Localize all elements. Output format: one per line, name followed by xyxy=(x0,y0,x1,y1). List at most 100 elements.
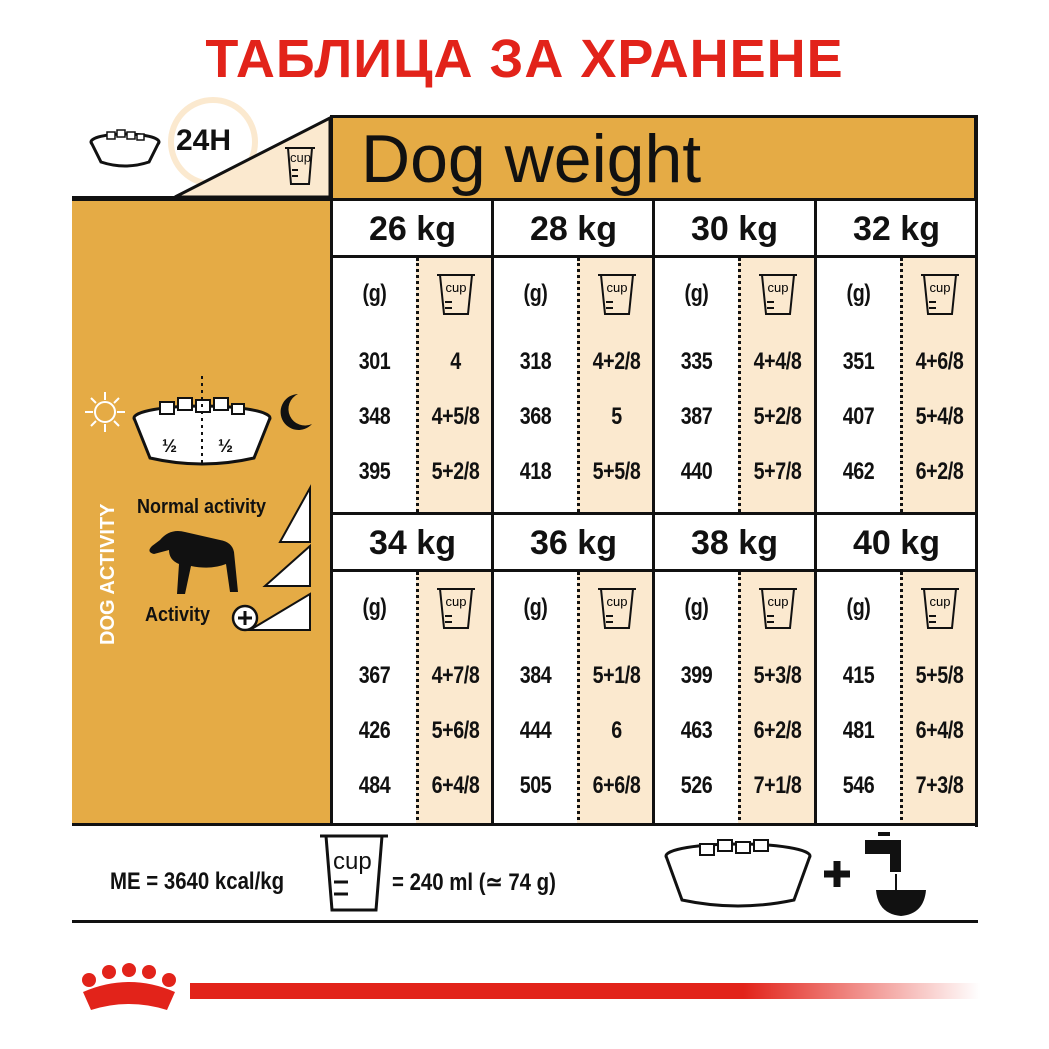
cups-value: 6+2/8 xyxy=(753,717,802,744)
grams-value: 384 xyxy=(519,662,552,689)
divider xyxy=(72,823,978,826)
bowl-icon xyxy=(132,376,272,466)
cups-column xyxy=(416,258,492,512)
dog-silhouette-icon xyxy=(149,531,238,594)
cup-text: cup xyxy=(768,280,789,295)
weight-header: 32 kg xyxy=(817,198,976,258)
grams-header: (g) xyxy=(523,594,548,621)
activity-level-steps xyxy=(246,484,311,631)
weight-block: 40 kg (g) cup 415 5+5/8 481 6+4/8 546 7+3/8 xyxy=(814,512,976,826)
grams-value: 440 xyxy=(680,458,713,485)
weight-header: 28 kg xyxy=(494,198,653,258)
grams-value: 481 xyxy=(842,717,875,744)
cups-value: 5+7/8 xyxy=(753,458,802,485)
cup-icon: cup xyxy=(759,588,797,629)
sun-icon xyxy=(85,392,125,432)
grams-value: 367 xyxy=(358,662,391,689)
weight-header: 40 kg xyxy=(817,512,976,572)
weight-header: 36 kg xyxy=(494,512,653,572)
grams-value: 418 xyxy=(519,458,552,485)
grams-value: 484 xyxy=(358,772,391,799)
grams-value: 301 xyxy=(358,348,391,375)
grams-header: (g) xyxy=(846,594,871,621)
cup-text: cup xyxy=(446,280,467,295)
weight-header: 34 kg xyxy=(333,512,492,572)
grams-value: 387 xyxy=(680,403,713,430)
cups-value: 5+5/8 xyxy=(915,662,964,689)
grams-value: 351 xyxy=(842,348,875,375)
cups-column xyxy=(900,258,976,512)
cups-value: 5+2/8 xyxy=(753,403,802,430)
cups-column xyxy=(577,572,653,826)
dog-activity-label: DOG ACTIVITY xyxy=(97,503,119,645)
cups-value: 7+3/8 xyxy=(915,772,964,799)
weight-block: 30 kg (g) cup 335 4+4/8 387 5+2/8 440 5+7/8 xyxy=(652,198,814,512)
plus-circle-icon xyxy=(231,604,259,632)
cups-value: 6+4/8 xyxy=(431,772,480,799)
activity-graphics xyxy=(85,376,312,632)
weight-block: 34 kg (g) cup 367 4+7/8 426 5+6/8 484 6+4/8 xyxy=(330,512,492,826)
grams-value: 368 xyxy=(519,403,552,430)
cups-value: 6+4/8 xyxy=(915,717,964,744)
cups-column xyxy=(416,572,492,826)
cup-text: cup xyxy=(607,280,628,295)
divider xyxy=(72,920,978,923)
bowl-icon xyxy=(89,129,161,168)
cup-icon: cup xyxy=(921,588,959,629)
cup-text: cup xyxy=(333,848,372,875)
grams-value: 407 xyxy=(842,403,875,430)
cups-value: 4 xyxy=(450,348,461,375)
normal-activity-label: Normal activity xyxy=(137,496,267,518)
cups-value: 6+6/8 xyxy=(592,772,641,799)
activity-label: Activity xyxy=(145,604,211,626)
grams-value: 426 xyxy=(358,717,391,744)
grams-value: 318 xyxy=(519,348,552,375)
cup-icon xyxy=(285,147,315,185)
weight-block: 38 kg (g) cup 399 5+3/8 463 6+2/8 526 7+1/8 xyxy=(652,512,814,826)
cup-icon: cup xyxy=(598,588,636,629)
activity-panel xyxy=(72,198,330,825)
cups-value: 5+2/8 xyxy=(431,458,480,485)
weight-header: 38 kg xyxy=(655,512,814,572)
grams-header: (g) xyxy=(362,280,387,307)
grams-header: (g) xyxy=(362,594,387,621)
weight-block: 36 kg (g) cup 384 5+1/8 444 6 505 6+6/8 xyxy=(491,512,653,826)
cups-value: 4+2/8 xyxy=(592,348,641,375)
grams-value: 444 xyxy=(519,717,552,744)
cup-text: cup xyxy=(290,150,311,165)
cup-icon: cup xyxy=(437,588,475,629)
cup-text: cup xyxy=(930,280,951,295)
grams-header: (g) xyxy=(684,280,709,307)
weight-block: 26 kg (g) cup 301 4 348 4+5/8 395 5+2/8 xyxy=(330,198,492,512)
energy-value: ME = 3640 kcal/kg xyxy=(110,868,285,895)
half-portion-label: ½ xyxy=(218,436,234,456)
grams-value: 526 xyxy=(680,772,713,799)
dog-weight-header: Dog weight xyxy=(330,115,977,200)
cup-icon xyxy=(320,834,388,912)
grams-header: (g) xyxy=(684,594,709,621)
cup-icon: cup xyxy=(437,274,475,315)
cups-value: 6+2/8 xyxy=(915,458,964,485)
cups-column xyxy=(738,258,814,512)
grams-value: 395 xyxy=(358,458,391,485)
bowl-icon xyxy=(664,839,812,908)
period-label: 24H xyxy=(176,124,232,157)
cup-icon: cup xyxy=(598,274,636,315)
grams-value: 462 xyxy=(842,458,875,485)
grams-value: 415 xyxy=(842,662,875,689)
grams-value: 463 xyxy=(680,717,713,744)
cups-value: 4+4/8 xyxy=(753,348,802,375)
weight-block: 28 kg (g) cup 318 4+2/8 368 5 418 5+5/8 xyxy=(491,198,653,512)
cup-icon: cup xyxy=(759,274,797,315)
weight-block: 32 kg (g) cup 351 4+6/8 407 5+4/8 462 6+2/8 xyxy=(814,198,976,512)
grams-value: 546 xyxy=(842,772,875,799)
header-icons xyxy=(89,97,332,199)
moon-icon xyxy=(280,394,312,430)
dog-weight-title: Dog weight xyxy=(361,121,702,197)
cup-icon: cup xyxy=(921,274,959,315)
divider xyxy=(72,196,332,199)
grams-value: 348 xyxy=(358,403,391,430)
cup-text: cup xyxy=(768,594,789,609)
water-tap-icon xyxy=(865,832,926,916)
cups-value: 5+3/8 xyxy=(753,662,802,689)
